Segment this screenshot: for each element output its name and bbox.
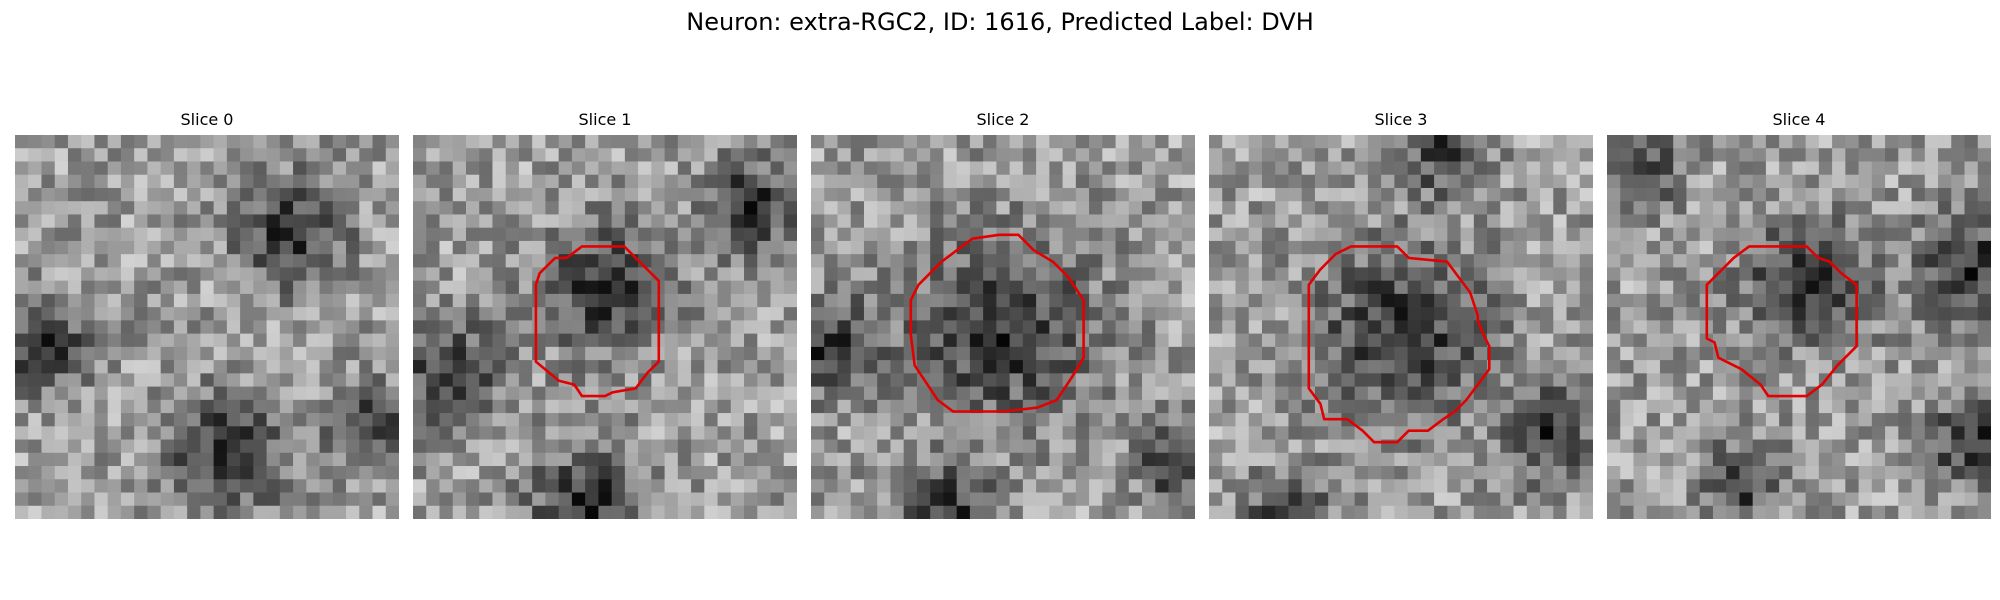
pixel-grid — [811, 135, 1195, 519]
grayscale-microscopy-image — [1607, 135, 1991, 519]
slice-title: Slice 2 — [976, 110, 1030, 129]
slice-image — [15, 135, 399, 519]
slice-image — [1209, 135, 1593, 519]
segmentation-contour — [1705, 245, 1858, 398]
pixel-grid — [1607, 135, 1991, 519]
slice-image — [811, 135, 1195, 519]
segmentation-contour — [909, 233, 1085, 413]
slice-title: Slice 4 — [1772, 110, 1826, 129]
slice-image — [413, 135, 797, 519]
pixel-grid — [413, 135, 797, 519]
pixel-grid — [15, 135, 399, 519]
grayscale-microscopy-image — [1209, 135, 1593, 519]
grayscale-microscopy-image — [15, 135, 399, 519]
segmentation-contour — [534, 245, 661, 398]
figure-title: Neuron: extra-RGC2, ID: 1616, Predicted … — [686, 8, 1314, 36]
grayscale-microscopy-image — [413, 135, 797, 519]
pixel-grid — [1209, 135, 1593, 519]
slice-title: Slice 0 — [180, 110, 234, 129]
slice-title: Slice 1 — [578, 110, 632, 129]
grayscale-microscopy-image — [811, 135, 1195, 519]
slice-title: Slice 3 — [1374, 110, 1428, 129]
segmentation-contour — [1307, 245, 1491, 444]
slice-image — [1607, 135, 1991, 519]
